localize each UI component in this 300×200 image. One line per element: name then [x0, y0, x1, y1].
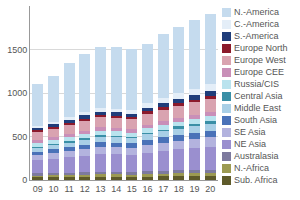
html-text:SE Asia: SE Asia — [234, 127, 266, 137]
svg-text:18: 18 — [174, 184, 184, 194]
svg-text:12: 12 — [80, 184, 90, 194]
svg-text:16: 16 — [142, 184, 152, 194]
html-text:Europe West: Europe West — [234, 55, 286, 65]
svg-text:11: 11 — [64, 184, 73, 194]
html-text:Middle East: Middle East — [234, 103, 281, 113]
svg-text:20: 20 — [205, 184, 215, 194]
svg-text:500: 500 — [12, 132, 27, 142]
svg-text:1500: 1500 — [7, 45, 27, 55]
svg-text:17: 17 — [158, 184, 168, 194]
html-text:South Asia: South Asia — [234, 115, 277, 125]
html-text:NE Asia: NE Asia — [234, 139, 266, 149]
svg-text:14: 14 — [111, 184, 121, 194]
html-text:C.-America: C.-America — [234, 19, 279, 29]
html-text:Sub. Africa: Sub. Africa — [234, 175, 278, 185]
svg-text:19: 19 — [189, 184, 199, 194]
svg-text:10: 10 — [48, 184, 58, 194]
html-text:Europe CEE: Europe CEE — [234, 67, 284, 77]
svg-text:15: 15 — [127, 184, 137, 194]
svg-text:0: 0 — [22, 175, 27, 185]
svg-text:09: 09 — [33, 184, 43, 194]
svg-text:13: 13 — [95, 184, 105, 194]
html-text:Russia/CIS: Russia/CIS — [234, 79, 279, 89]
html-text:S.-America: S.-America — [234, 31, 279, 41]
html-text:N.-America: N.-America — [234, 7, 279, 17]
html-text:Europe North: Europe North — [234, 43, 288, 53]
svg-text:1000: 1000 — [7, 88, 27, 98]
html-text:Australasia: Australasia — [234, 151, 279, 161]
html-text:N.-Africa: N.-Africa — [234, 163, 269, 173]
html-text:Central Asia: Central Asia — [234, 91, 283, 101]
